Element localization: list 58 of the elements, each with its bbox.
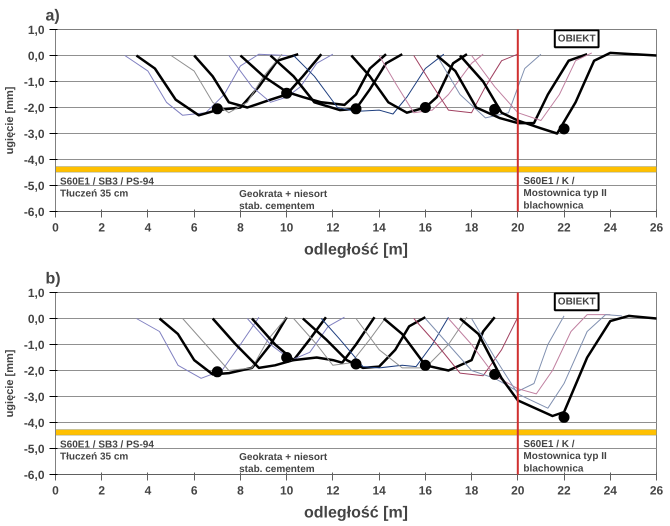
annotation: S60E1 / K / Mostownica typ II blachownica <box>523 439 607 474</box>
annotation: Geokrata + niesort stab. cementem <box>239 189 328 212</box>
y-tick-label: -3,0 <box>24 390 45 404</box>
y-tick-label: -5,0 <box>24 179 45 193</box>
y-tick-label: -4,0 <box>24 416 45 430</box>
x-tick-label: 20 <box>511 220 525 234</box>
x-tick-label: 2 <box>98 220 106 234</box>
x-tick-label: 8 <box>237 484 244 498</box>
y-tick-label: -2,0 <box>24 101 45 115</box>
y-tick-label: 0,0 <box>28 49 45 63</box>
y-tick-label: -2,0 <box>24 364 45 378</box>
x-tick-label: 6 <box>190 484 198 498</box>
x-tick-label: 14 <box>372 220 386 234</box>
x-tick-label: 16 <box>418 220 432 234</box>
y-tick-label: 1,0 <box>28 286 45 300</box>
x-tick-label: 22 <box>557 220 572 234</box>
x-tick-label: 6 <box>190 220 198 234</box>
y-tick-label: 1,0 <box>28 23 45 37</box>
x-tick-label: 16 <box>418 484 432 498</box>
annotation: S60E1 / SB3 / PS-94 Tłuczeń 35 cm <box>60 176 154 200</box>
x-axis-title: odległość [m] <box>304 504 408 522</box>
x-tick-label: 10 <box>280 484 294 498</box>
x-tick-label: 4 <box>144 484 152 498</box>
x-tick-label: 20 <box>511 484 525 498</box>
y-tick-label: -1,0 <box>24 75 45 89</box>
x-axis-title: odległość [m] <box>304 242 408 258</box>
x-tick-label: 26 <box>650 220 664 234</box>
x-tick-label: 0 <box>52 220 60 234</box>
y-tick-label: -4,0 <box>24 153 45 167</box>
annotation: S60E1 / SB3 / PS-94 Tłuczeń 35 cm <box>60 440 154 463</box>
x-tick-label: 0 <box>52 484 60 498</box>
x-tick-label: 12 <box>326 484 340 498</box>
x-tick-label: 14 <box>372 484 386 498</box>
x-tick-label: 22 <box>557 484 572 498</box>
x-tick-label: 10 <box>280 220 294 234</box>
y-tick-label: -6,0 <box>24 205 45 219</box>
y-tick-label: -6,0 <box>24 468 45 482</box>
annotation: S60E1 / K / Mostownica typ II blachownica <box>523 176 607 212</box>
y-tick-label: -3,0 <box>24 127 45 141</box>
x-tick-label: 18 <box>464 484 479 498</box>
annotation: OBIEKT <box>558 296 596 308</box>
x-tick-label: 2 <box>98 484 106 498</box>
y-axis-title: ugięcie [mm] <box>4 86 16 154</box>
y-tick-label: -5,0 <box>24 442 45 456</box>
x-tick-label: 4 <box>144 220 152 234</box>
annotation: Geokrata + niesort stab. cementem <box>239 452 328 476</box>
annotation: OBIEKT <box>558 33 596 44</box>
x-tick-label: 18 <box>464 220 479 234</box>
y-tick-label: 0,0 <box>28 312 45 326</box>
y-axis-title: ugięcie [mm] <box>4 349 16 418</box>
y-tick-label: -1,0 <box>24 338 45 352</box>
x-tick-label: 8 <box>237 220 244 234</box>
x-tick-label: 26 <box>650 484 664 498</box>
chart-title: a) <box>46 8 60 24</box>
chart-title: b) <box>46 270 61 288</box>
x-tick-label: 24 <box>604 220 618 234</box>
x-tick-label: 24 <box>604 484 618 498</box>
x-tick-label: 12 <box>326 220 340 234</box>
